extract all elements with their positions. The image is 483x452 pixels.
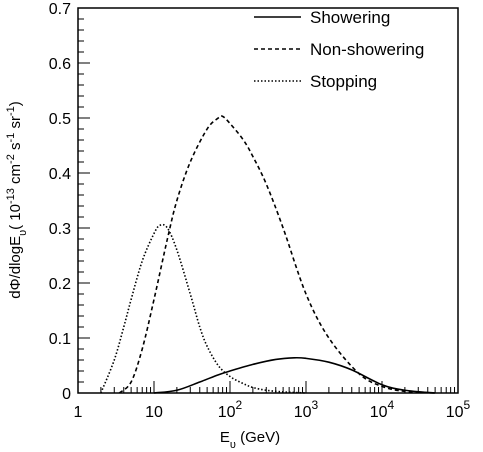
series-stopping-line — [100, 223, 307, 394]
y-tick-label: 0.4 — [49, 166, 71, 183]
x-tick-label: 1 — [74, 404, 83, 421]
tick-labels: 1 10 102 103 104 105 0 0.1 0.2 0.3 0.4 0.5 0.6 0.7 — [49, 1, 471, 421]
y-tick-label: 0.7 — [49, 1, 71, 18]
x-tick-label: 104 — [370, 398, 395, 421]
legend: Showering Non-showering Stopping — [254, 8, 424, 91]
plot-frame — [77, 7, 459, 394]
y-tick-label: 0.3 — [49, 221, 71, 238]
axis-ticks — [77, 7, 456, 394]
y-tick-label: 0.2 — [49, 276, 71, 293]
y-tick-label: 0.6 — [49, 56, 71, 73]
x-tick-label: 105 — [446, 398, 471, 421]
legend-label-non-showering: Non-showering — [310, 40, 424, 59]
y-tick-label: 0 — [62, 386, 71, 403]
x-tick-label: 102 — [218, 398, 243, 421]
y-tick-label: 0.5 — [49, 111, 71, 128]
series-non-showering-line — [118, 115, 436, 394]
y-tick-label: 0.1 — [49, 331, 71, 348]
series-showering-line — [153, 356, 436, 394]
x-tick-label: 103 — [294, 398, 319, 421]
data-series — [100, 115, 436, 394]
y-axis-title: dΦ/dlogEυ( 10-13 cm-2 s-1 sr-1) — [5, 101, 29, 298]
legend-label-stopping: Stopping — [310, 72, 377, 91]
x-axis-title: Eυ (GeV) — [220, 429, 280, 451]
x-tick-label: 10 — [145, 404, 163, 421]
legend-label-showering: Showering — [310, 8, 390, 27]
